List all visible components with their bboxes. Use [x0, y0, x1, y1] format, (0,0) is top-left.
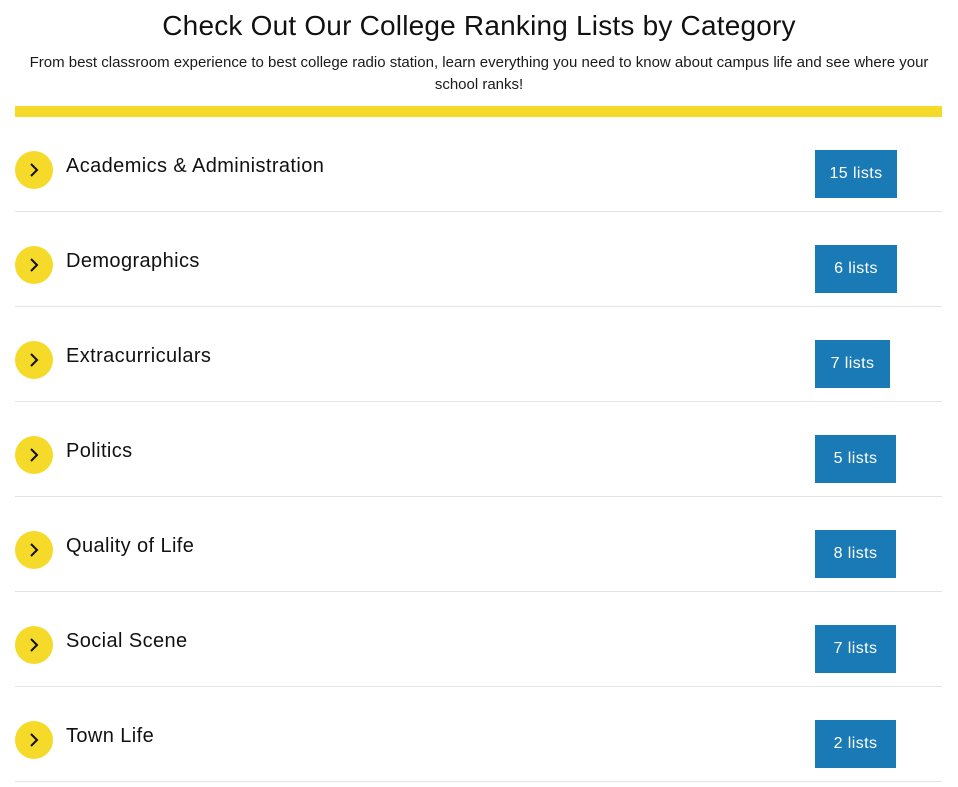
chevron-right-icon[interactable] — [15, 531, 53, 569]
category-row-demographics[interactable]: Demographics 6 lists — [15, 212, 942, 307]
list-count-button[interactable]: 7 lists — [815, 625, 896, 673]
chevron-right-icon[interactable] — [15, 626, 53, 664]
category-row-academics[interactable]: Academics & Administration 15 lists — [15, 117, 942, 212]
category-list: Academics & Administration 15 lists Demo… — [15, 117, 942, 782]
category-label[interactable]: Town Life — [66, 725, 155, 747]
chevron-right-icon[interactable] — [15, 436, 53, 474]
category-label[interactable]: Quality of Life — [66, 535, 195, 557]
category-row-social-scene[interactable]: Social Scene 7 lists — [15, 592, 942, 687]
chevron-right-icon[interactable] — [15, 151, 53, 189]
category-row-politics[interactable]: Politics 5 lists — [15, 402, 942, 497]
chevron-right-icon[interactable] — [15, 341, 53, 379]
category-label[interactable]: Demographics — [66, 250, 200, 272]
page-subtitle: From best classroom experience to best c… — [29, 54, 929, 93]
category-label[interactable]: Extracurriculars — [66, 345, 212, 367]
category-label[interactable]: Social Scene — [66, 630, 188, 652]
category-row-quality-of-life[interactable]: Quality of Life 8 lists — [15, 497, 942, 592]
page-title: Check Out Our College Ranking Lists by C… — [162, 10, 796, 41]
chevron-right-icon[interactable] — [15, 246, 53, 284]
list-count-button[interactable]: 8 lists — [815, 530, 896, 578]
category-row-extracurriculars[interactable]: Extracurriculars 7 lists — [15, 307, 942, 402]
yellow-divider — [15, 106, 942, 117]
category-row-town-life[interactable]: Town Life 2 lists — [15, 687, 942, 782]
list-count-button[interactable]: 15 lists — [815, 150, 897, 198]
list-count-button[interactable]: 5 lists — [815, 435, 896, 483]
page-header: Check Out Our College Ranking Lists by C… — [0, 0, 958, 96]
category-label[interactable]: Academics & Administration — [66, 155, 325, 177]
list-count-button[interactable]: 2 lists — [815, 720, 896, 768]
list-count-button[interactable]: 7 lists — [815, 340, 890, 388]
list-count-button[interactable]: 6 lists — [815, 245, 897, 293]
category-label[interactable]: Politics — [66, 440, 133, 462]
chevron-right-icon[interactable] — [15, 721, 53, 759]
